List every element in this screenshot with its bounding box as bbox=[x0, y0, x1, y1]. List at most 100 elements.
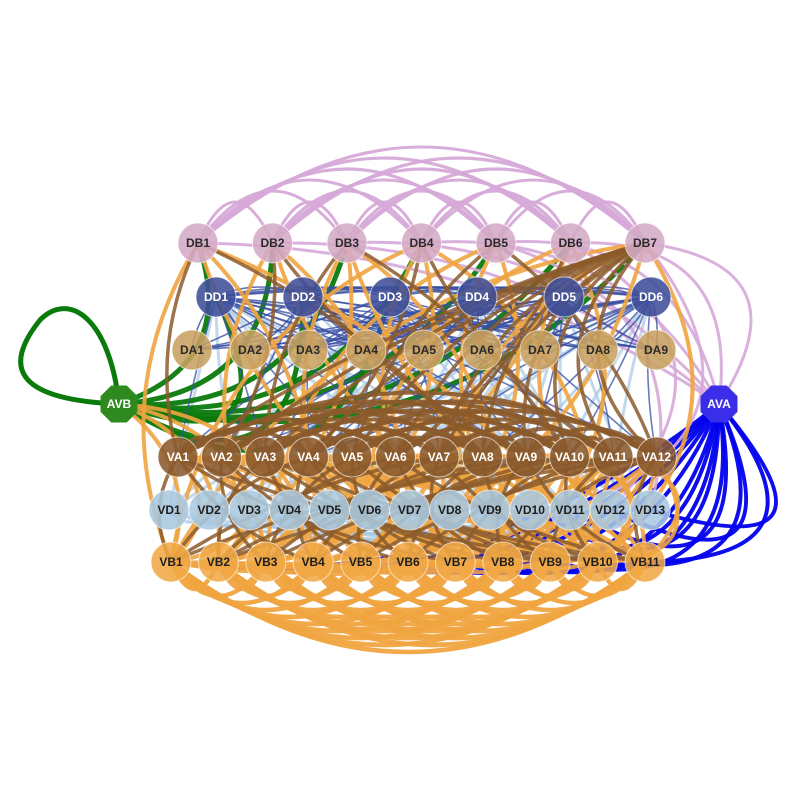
node-label: DD5 bbox=[552, 290, 576, 304]
node-circle bbox=[403, 329, 445, 371]
node-label: VB3 bbox=[254, 555, 278, 569]
node-dd5: DD5 bbox=[543, 276, 585, 318]
node-circle bbox=[195, 276, 237, 318]
node-db2: DB2 bbox=[252, 222, 293, 264]
node-label: VB4 bbox=[302, 555, 326, 569]
db-db-edge bbox=[420, 178, 647, 245]
dd-va-edge bbox=[220, 296, 652, 458]
node-label: VA4 bbox=[297, 450, 320, 464]
node-va8: VA8 bbox=[462, 436, 503, 478]
node-label: DB1 bbox=[186, 236, 210, 250]
node-vd7: VD7 bbox=[389, 489, 431, 531]
node-label: VA10 bbox=[555, 450, 584, 464]
node-dd3: DD3 bbox=[369, 276, 411, 318]
db-db-edge bbox=[271, 189, 423, 245]
node-vb8: VB8 bbox=[482, 541, 524, 583]
db-db-edge bbox=[420, 189, 572, 245]
node-label: VA8 bbox=[471, 450, 494, 464]
node-label: DA1 bbox=[180, 343, 204, 357]
node-vd12: VD12 bbox=[589, 489, 631, 531]
node-label: VD7 bbox=[398, 503, 422, 517]
node-va6: VA6 bbox=[375, 436, 416, 478]
node-circle bbox=[244, 436, 286, 478]
node-vb6: VB6 bbox=[387, 541, 429, 583]
node-vb5: VB5 bbox=[340, 541, 382, 583]
node-circle bbox=[519, 329, 561, 371]
va-db-edge bbox=[419, 241, 615, 459]
node-circle bbox=[461, 329, 503, 371]
node-circle bbox=[577, 329, 619, 371]
node-dd2: DD2 bbox=[282, 276, 324, 318]
db-db-edge bbox=[271, 178, 498, 245]
va-db-edge bbox=[263, 241, 349, 459]
ava-edge bbox=[648, 402, 778, 529]
node-circle bbox=[171, 329, 213, 371]
node-db3: DB3 bbox=[326, 222, 368, 264]
node-label: VD9 bbox=[478, 503, 502, 517]
node-circle bbox=[157, 436, 199, 478]
node-va10: VA10 bbox=[549, 436, 590, 478]
node-label: DA3 bbox=[296, 343, 320, 357]
node-vd6: VD6 bbox=[349, 489, 390, 531]
node-circle bbox=[624, 541, 666, 583]
node-vb3: VB3 bbox=[245, 541, 287, 583]
node-label: DD6 bbox=[639, 290, 663, 304]
node-label: VD2 bbox=[197, 503, 221, 517]
va-vb-edge bbox=[169, 455, 311, 564]
node-circle bbox=[549, 436, 590, 478]
node-circle bbox=[592, 436, 634, 478]
node-label: VB6 bbox=[396, 555, 420, 569]
node-label: VB10 bbox=[583, 555, 613, 569]
node-dd6: DD6 bbox=[630, 276, 672, 318]
va-db-edge bbox=[522, 241, 647, 459]
node-circle bbox=[629, 489, 671, 531]
node-circle bbox=[577, 541, 619, 583]
va-db-edge bbox=[480, 241, 647, 459]
node-label: DB4 bbox=[409, 236, 433, 250]
node-circle bbox=[482, 541, 524, 583]
node-da4: DA4 bbox=[345, 329, 387, 371]
node-db6: DB6 bbox=[550, 222, 591, 264]
node-circle bbox=[340, 541, 382, 583]
node-db1: DB1 bbox=[177, 222, 219, 264]
node-circle bbox=[229, 329, 271, 371]
node-db4: DB4 bbox=[401, 222, 442, 264]
node-da8: DA8 bbox=[577, 329, 619, 371]
node-label: VB2 bbox=[207, 555, 231, 569]
node-circle bbox=[543, 276, 585, 318]
node-circle bbox=[635, 329, 677, 371]
node-label: VA7 bbox=[428, 450, 451, 464]
node-circle bbox=[150, 541, 192, 583]
node-vd3: VD3 bbox=[228, 489, 270, 531]
node-circle bbox=[375, 436, 416, 478]
node-circle bbox=[434, 541, 476, 583]
node-label: VB8 bbox=[491, 555, 515, 569]
node-vb2: VB2 bbox=[197, 541, 239, 583]
db-db-edge bbox=[196, 178, 423, 245]
node-vd9: VD9 bbox=[469, 489, 511, 531]
node-db5: DB5 bbox=[475, 222, 517, 264]
node-label: VD4 bbox=[278, 503, 302, 517]
node-octagon bbox=[100, 385, 138, 423]
node-label: VB5 bbox=[349, 555, 373, 569]
ava-edge bbox=[568, 402, 728, 549]
node-label: VA9 bbox=[515, 450, 538, 464]
node-label: VA6 bbox=[384, 450, 407, 464]
node-label: DB6 bbox=[558, 236, 582, 250]
node-label: VD11 bbox=[555, 503, 585, 517]
node-circle bbox=[387, 541, 429, 583]
node-vd4: VD4 bbox=[268, 489, 310, 531]
node-va2: VA2 bbox=[201, 436, 242, 478]
avb-edge bbox=[116, 240, 212, 407]
node-circle bbox=[475, 222, 517, 264]
node-label: VA11 bbox=[599, 450, 628, 464]
node-circle bbox=[287, 329, 329, 371]
dd-va-edge bbox=[177, 296, 391, 458]
node-label: DD1 bbox=[204, 290, 228, 304]
db-ava-edge bbox=[643, 241, 753, 406]
node-vd11: VD11 bbox=[549, 489, 591, 531]
db-db-edge bbox=[345, 189, 498, 245]
node-label: VA1 bbox=[167, 450, 190, 464]
node-circle bbox=[245, 541, 287, 583]
node-circle bbox=[282, 276, 324, 318]
